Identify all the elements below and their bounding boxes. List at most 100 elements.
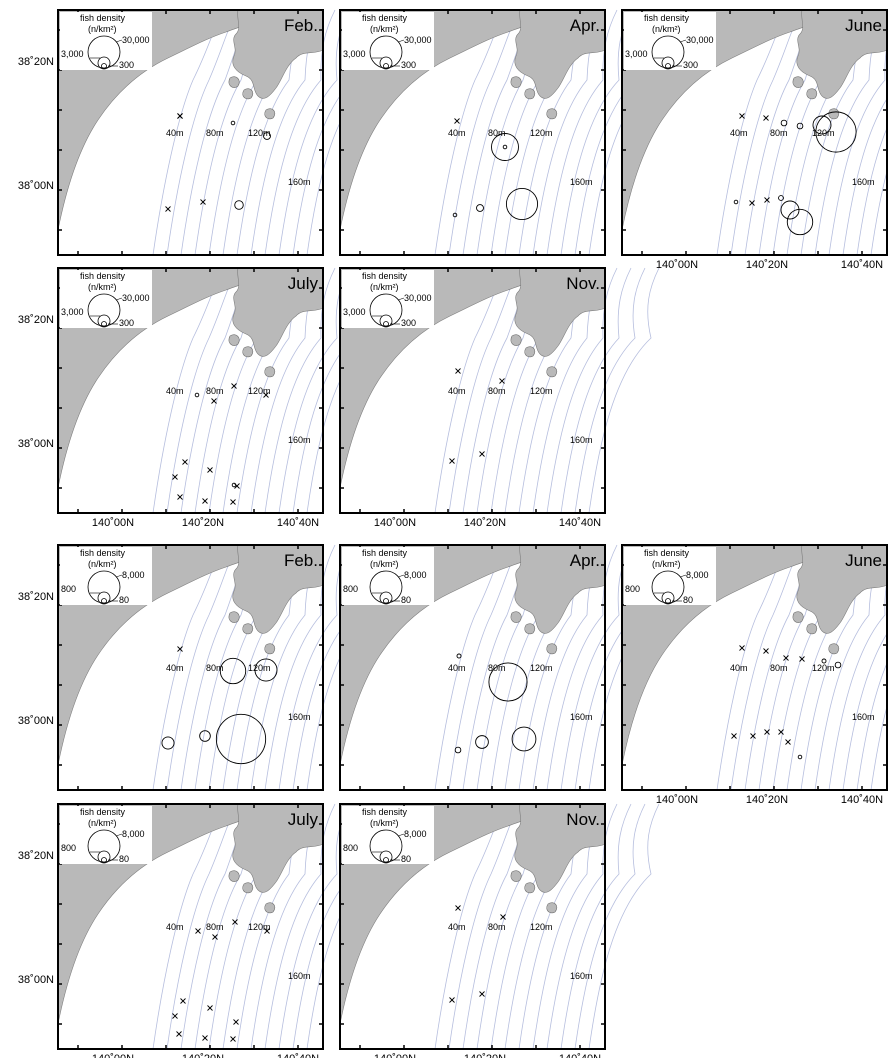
- station-zero-catch: [207, 467, 213, 473]
- station-density-circle: [452, 212, 458, 218]
- lon-label: 140˚20N: [746, 794, 788, 806]
- station-density-circle: [231, 482, 237, 488]
- sampling-stations: [733, 111, 857, 236]
- month-label: Feb.: [284, 551, 318, 570]
- map-frame: [339, 803, 606, 1050]
- station-density-circle: [812, 115, 832, 135]
- depth-label: 120m: [248, 128, 271, 138]
- legend-leader: [679, 39, 687, 43]
- legend-circle-mid: [661, 591, 675, 605]
- contour-line: [574, 267, 646, 514]
- station-zero-catch: [263, 392, 269, 398]
- station-density-circle: [511, 726, 537, 752]
- legend-value-large: 30,000: [404, 35, 432, 45]
- lon-label: 140˚20N: [182, 1053, 224, 1058]
- island: [546, 643, 558, 655]
- lat-label: 38˚00N: [18, 438, 54, 450]
- lat-label: 38˚20N: [18, 314, 54, 326]
- depth-label: 80m: [488, 922, 506, 932]
- island: [510, 334, 522, 346]
- depth-label: 40m: [448, 922, 466, 932]
- cross-stroke: [479, 991, 485, 997]
- lon-label: 140˚00N: [374, 1053, 416, 1058]
- legend-circle-mid: [379, 591, 393, 605]
- cross-stroke: [234, 483, 240, 489]
- legend-box: [60, 547, 152, 605]
- density-legend: fish density(n/km²) 3,000 30,000 300: [624, 12, 716, 70]
- island: [264, 643, 276, 655]
- legend-box: [342, 270, 434, 328]
- lon-label: 140˚40N: [841, 794, 883, 806]
- cross-stroke: [449, 458, 455, 464]
- island: [806, 88, 818, 100]
- station-zero-catch: [182, 459, 188, 465]
- lat-label: 38˚00N: [18, 715, 54, 727]
- peninsula-land: [514, 267, 606, 357]
- station-zero-catch: [455, 905, 461, 911]
- cross-stroke: [195, 928, 201, 934]
- legend-box: [624, 12, 716, 70]
- sampling-stations: [172, 919, 270, 1042]
- legend-value-small: 80: [401, 595, 411, 605]
- station-density-circle: [502, 144, 508, 150]
- map-frame: [57, 544, 324, 791]
- cross-stroke: [778, 729, 784, 735]
- depth-label: 120m: [530, 128, 553, 138]
- legend-value-small: 80: [119, 595, 129, 605]
- legend-title: fish density: [80, 13, 126, 23]
- depth-label: 160m: [288, 435, 311, 445]
- depth-label: 160m: [852, 177, 875, 187]
- legend-circle-large: [369, 829, 403, 863]
- island: [546, 366, 558, 378]
- lon-label: 140˚00N: [656, 259, 698, 271]
- cross-stroke: [182, 459, 188, 465]
- contour-line: [448, 9, 520, 256]
- cross-stroke: [177, 494, 183, 500]
- legend-box: [624, 547, 716, 605]
- legend-value-large: 8,000: [122, 570, 145, 580]
- station-zero-catch: [211, 398, 217, 404]
- month-label: Nov.: [566, 810, 600, 829]
- depth-label: 120m: [812, 128, 835, 138]
- station-zero-catch: [172, 474, 178, 480]
- contour-line: [166, 544, 238, 791]
- island: [546, 108, 558, 120]
- legend-title: fish density: [80, 271, 126, 281]
- legend-value-small: 300: [119, 318, 134, 328]
- station-density-circle: [254, 658, 278, 682]
- station-zero-catch: [449, 458, 455, 464]
- cross-stroke: [454, 118, 460, 124]
- station-zero-catch: [231, 383, 237, 389]
- lon-label: 140˚20N: [464, 1053, 506, 1058]
- station-zero-catch: [731, 733, 737, 739]
- island: [228, 611, 240, 623]
- depth-label: 160m: [570, 971, 593, 981]
- contour-line: [870, 166, 888, 256]
- island: [828, 108, 840, 120]
- contour-line: [588, 803, 660, 1050]
- station-zero-catch: [176, 1031, 182, 1037]
- cross-stroke: [739, 113, 745, 119]
- cross-stroke: [207, 467, 213, 473]
- cross-stroke: [180, 998, 186, 1004]
- island: [510, 76, 522, 88]
- station-zero-catch: [230, 499, 236, 505]
- station-zero-catch: [763, 648, 769, 654]
- cross-stroke: [230, 1036, 236, 1042]
- station-density-circle: [815, 111, 857, 153]
- map-panel-top-feb: fish density(n/km²) 3,000 30,000 300 Feb. 40m…: [18, 9, 378, 256]
- station-zero-catch: [764, 729, 770, 735]
- legend-value-small: 300: [683, 60, 698, 70]
- station-zero-catch: [207, 1005, 213, 1011]
- map-frame: [339, 544, 606, 791]
- legend-circle-large: [369, 35, 403, 69]
- cross-stroke: [479, 451, 485, 457]
- contour-line: [546, 9, 618, 256]
- depth-label: 80m: [770, 663, 788, 673]
- peninsula-land: [232, 9, 324, 99]
- legend-value-mid: 3,000: [343, 307, 366, 317]
- density-legend: fish density(n/km²) 3,000 30,000 300: [60, 12, 152, 70]
- legend-unit: (n/km²): [370, 559, 399, 569]
- legend-value-large: 30,000: [122, 293, 150, 303]
- map-panel-top-nov: fish density(n/km²) 3,000 30,000 300 Nov. 40m…: [339, 267, 660, 529]
